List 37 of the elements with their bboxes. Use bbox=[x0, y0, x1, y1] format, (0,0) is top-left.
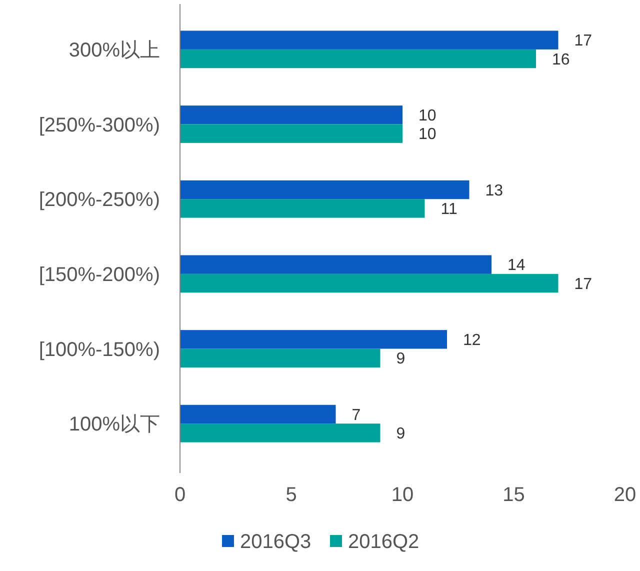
x-tick-label: 0 bbox=[174, 484, 186, 506]
legend-label: 2016Q2 bbox=[348, 531, 420, 553]
bar bbox=[180, 255, 492, 274]
bar bbox=[180, 106, 402, 124]
legend-label: 2016Q3 bbox=[240, 531, 312, 553]
bar bbox=[180, 348, 380, 368]
bar bbox=[180, 30, 558, 50]
data-label: 12 bbox=[463, 332, 481, 349]
y-tick-label: 300%以上 bbox=[68, 39, 160, 62]
x-tick-label: 10 bbox=[391, 484, 414, 506]
data-label: 9 bbox=[396, 426, 406, 443]
data-label: 17 bbox=[574, 276, 592, 293]
data-label: 9 bbox=[396, 350, 406, 368]
data-label: 17 bbox=[574, 32, 592, 50]
data-label: 16 bbox=[552, 51, 570, 68]
bar bbox=[180, 424, 380, 442]
y-tick-label: [250%-300%) bbox=[38, 114, 160, 136]
data-label: 10 bbox=[418, 107, 436, 124]
y-tick-label: 100%以下 bbox=[68, 414, 160, 436]
data-label: 14 bbox=[508, 257, 526, 274]
x-tick-label: 20 bbox=[614, 484, 636, 506]
data-label: 13 bbox=[485, 182, 504, 200]
bar bbox=[180, 180, 470, 200]
data-label: 7 bbox=[352, 406, 361, 424]
bar bbox=[180, 330, 447, 349]
x-tick-label: 5 bbox=[286, 484, 297, 506]
bar bbox=[180, 49, 536, 68]
y-tick-label: [200%-250%) bbox=[38, 189, 160, 212]
y-tick-label: [150%-200%) bbox=[38, 264, 160, 286]
data-label: 10 bbox=[418, 126, 436, 144]
bar bbox=[180, 124, 402, 143]
y-tick-label: [100%-150%) bbox=[38, 338, 160, 361]
bar bbox=[180, 274, 558, 293]
x-tick-label: 15 bbox=[502, 484, 525, 506]
bar bbox=[180, 199, 425, 218]
data-label: 11 bbox=[440, 201, 458, 218]
bar bbox=[180, 404, 336, 424]
